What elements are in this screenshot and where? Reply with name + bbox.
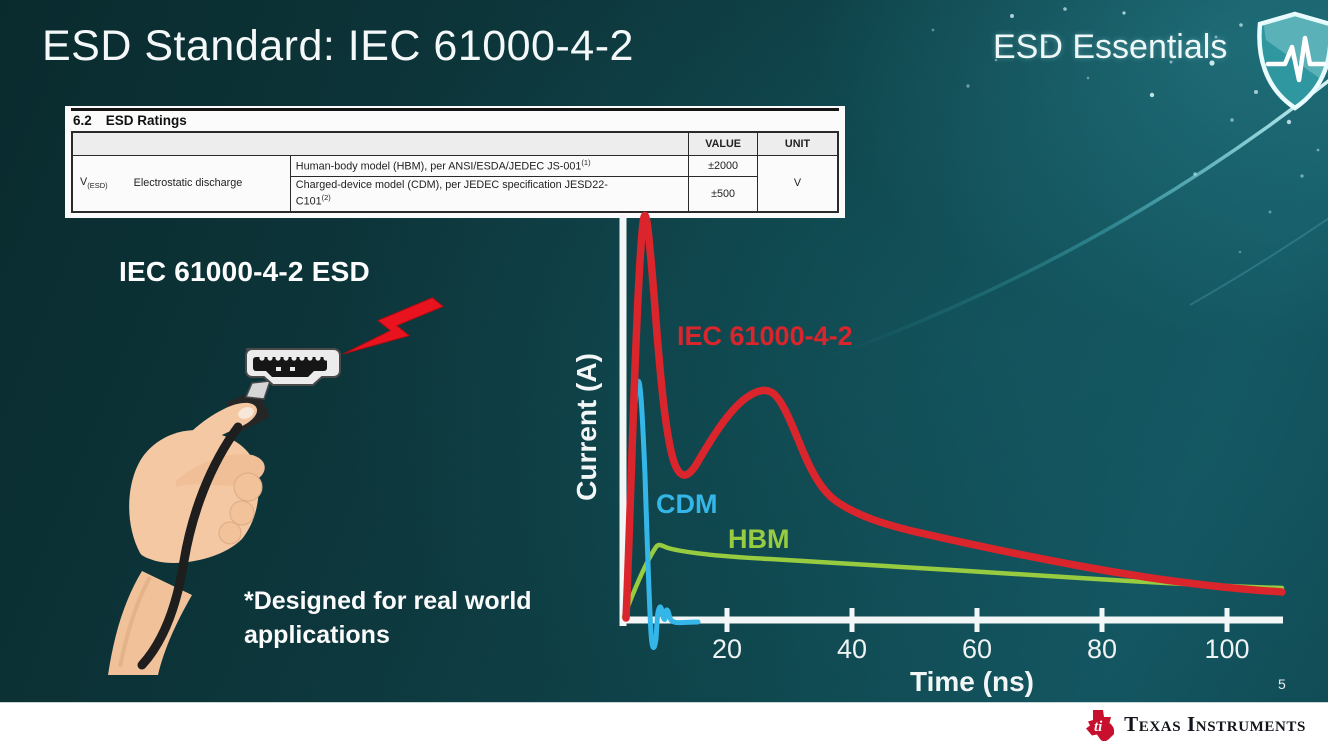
svg-text:ti: ti bbox=[1094, 719, 1103, 735]
star-dots bbox=[931, 7, 1320, 254]
esd-shield-pulse-icon bbox=[1257, 11, 1328, 111]
cdm-curve-label: CDM bbox=[656, 489, 718, 519]
svg-text:80: 80 bbox=[1087, 634, 1117, 664]
page-title: ESD Standard: IEC 61000-4-2 bbox=[42, 22, 634, 70]
page-number: 5 bbox=[1278, 676, 1286, 692]
table-header-row: VALUE UNIT bbox=[71, 131, 839, 156]
fingernail bbox=[238, 407, 254, 419]
esd-waveform-chart: 20 40 60 80 100 Time (ns) Current (A) IE… bbox=[571, 211, 1286, 697]
x-axis-title: Time (ns) bbox=[910, 666, 1034, 697]
section-number: 6.2 bbox=[73, 113, 92, 128]
table-section-heading: 6.2 ESD Ratings bbox=[71, 108, 839, 131]
x-axis-tick-labels: 20 40 60 80 100 bbox=[712, 634, 1250, 664]
datasheet-ratings-panel: 6.2 ESD Ratings VALUE UNIT V(ESD) Electro… bbox=[65, 106, 845, 218]
hbm-curve-label: HBM bbox=[728, 524, 790, 554]
series-brand-label: ESD Essentials bbox=[993, 28, 1228, 66]
ti-wordmark: Texas Instruments bbox=[1124, 712, 1306, 736]
svg-text:20: 20 bbox=[712, 634, 742, 664]
parameter-cell: V(ESD) Electrostatic discharge bbox=[71, 154, 291, 213]
hand-holding-hdmi-cable-illustration bbox=[108, 297, 445, 675]
header-blank-cell bbox=[71, 131, 690, 156]
header-value: VALUE bbox=[688, 131, 759, 156]
svg-text:60: 60 bbox=[962, 634, 992, 664]
table-row: Charged-device model (CDM), per JEDEC sp… bbox=[72, 176, 838, 213]
x-axis-ticks bbox=[724, 608, 1230, 632]
esd-ratings-table: VALUE UNIT V(ESD) Electrostatic discharg… bbox=[71, 131, 839, 213]
cdm-description-cell: Charged-device model (CDM), per JEDEC sp… bbox=[289, 176, 690, 213]
svg-text:100: 100 bbox=[1204, 634, 1249, 664]
iec-curve-label: IEC 61000-4-2 bbox=[677, 321, 853, 351]
light-streak-faint bbox=[1189, 217, 1328, 306]
hbm-value-cell: ±2000 bbox=[688, 154, 759, 178]
footer-bar: ti Texas Instruments bbox=[0, 702, 1328, 746]
lightning-bolt-icon bbox=[342, 297, 445, 355]
ti-texas-icon: ti bbox=[1086, 709, 1115, 741]
pulse-line-icon bbox=[1265, 35, 1327, 83]
parameter-symbol: V(ESD) bbox=[80, 176, 108, 191]
texas-instruments-logo: ti Texas Instruments bbox=[1084, 709, 1306, 741]
light-streak bbox=[831, 79, 1328, 358]
iec-curve bbox=[622, 211, 1286, 622]
cable bbox=[137, 422, 243, 670]
section-title: ESD Ratings bbox=[105, 113, 187, 128]
hbm-description-cell: Human-body model (HBM), per ANSI/ESDA/JE… bbox=[289, 154, 690, 178]
parameter-name: Electrostatic discharge bbox=[133, 177, 243, 190]
designed-for-real-world-footnote: *Designed for real world applications bbox=[244, 587, 532, 649]
hbm-curve bbox=[621, 542, 1285, 620]
svg-text:40: 40 bbox=[837, 634, 867, 664]
y-axis-title: Current (A) bbox=[571, 353, 602, 501]
unit-cell: V bbox=[757, 154, 839, 213]
left-graphic-caption: IEC 61000-4-2 ESD bbox=[119, 256, 370, 287]
hdmi-connector-icon bbox=[245, 348, 341, 386]
table-row: V(ESD) Electrostatic discharge Human-bod… bbox=[71, 154, 839, 213]
cdm-value-cell: ±500 bbox=[688, 176, 759, 213]
header-unit: UNIT bbox=[757, 131, 839, 156]
